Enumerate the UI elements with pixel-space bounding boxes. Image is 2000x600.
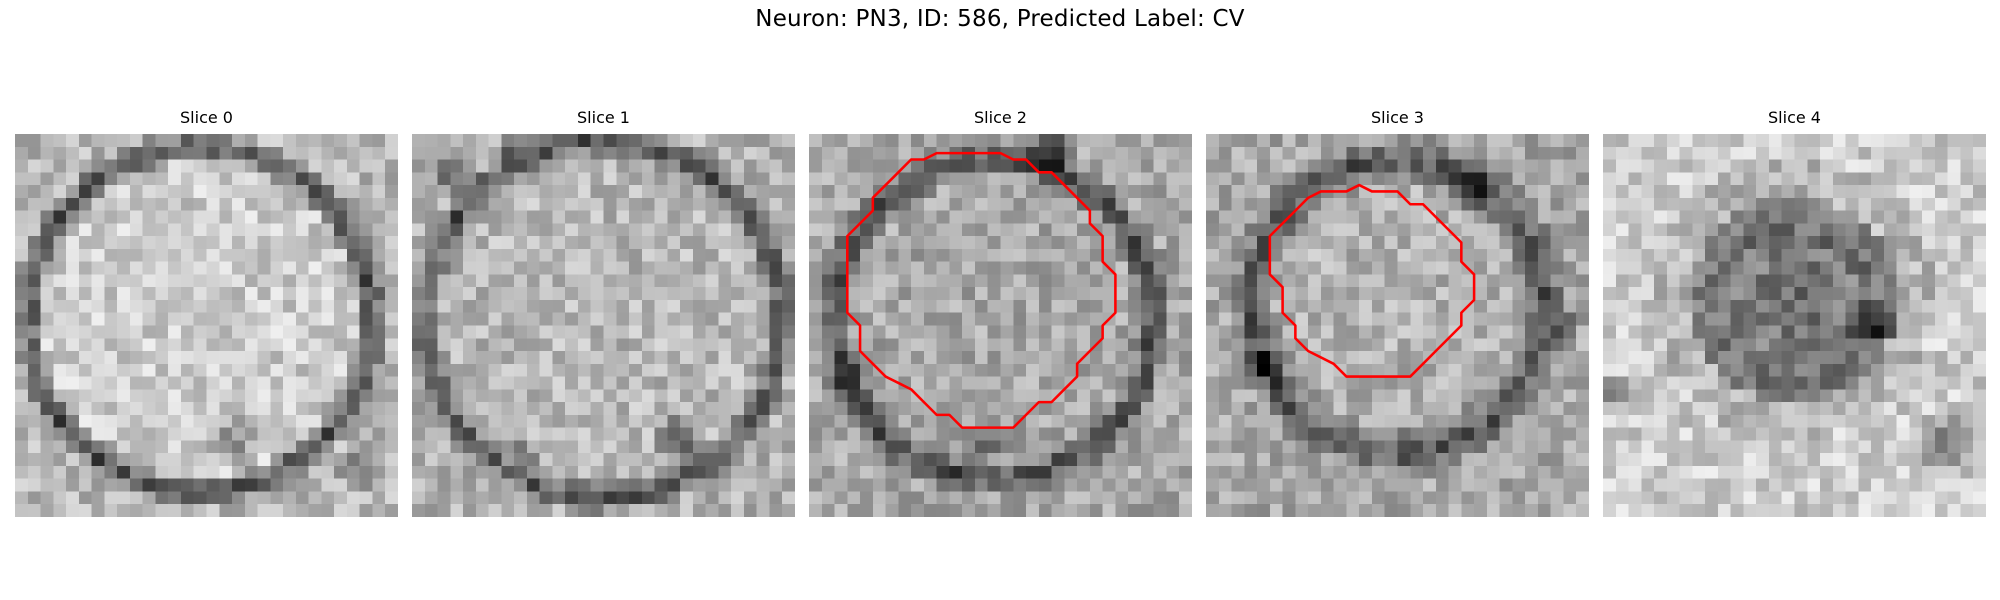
slice-title-0: Slice 0: [180, 108, 233, 127]
slice-title-2: Slice 2: [974, 108, 1027, 127]
pixel-texture: [412, 134, 795, 517]
slice-title-1: Slice 1: [577, 108, 630, 127]
pixel-texture: [1206, 134, 1589, 517]
slice-image-1: [412, 134, 795, 517]
figure-title: Neuron: PN3, ID: 586, Predicted Label: C…: [755, 6, 1245, 32]
pixel-texture: [15, 134, 398, 517]
slice-panel-3: Slice 3: [1206, 106, 1589, 517]
slice-panel-0: Slice 0: [15, 106, 398, 517]
slice-image-0: [15, 134, 398, 517]
slice-panel-2: Slice 2: [809, 106, 1192, 517]
slice-title-4: Slice 4: [1768, 108, 1821, 127]
slice-image-4: [1603, 134, 1986, 517]
slice-image-2: [809, 134, 1192, 517]
segmentation-contour: [846, 151, 1117, 429]
segmentation-contour: [1268, 183, 1476, 378]
slice-panel-4: Slice 4: [1603, 106, 1986, 517]
pixel-texture: [809, 134, 1192, 517]
slice-title-3: Slice 3: [1371, 108, 1424, 127]
slice-panel-1: Slice 1: [412, 106, 795, 517]
pixel-texture: [1603, 134, 1986, 517]
slice-image-3: [1206, 134, 1589, 517]
